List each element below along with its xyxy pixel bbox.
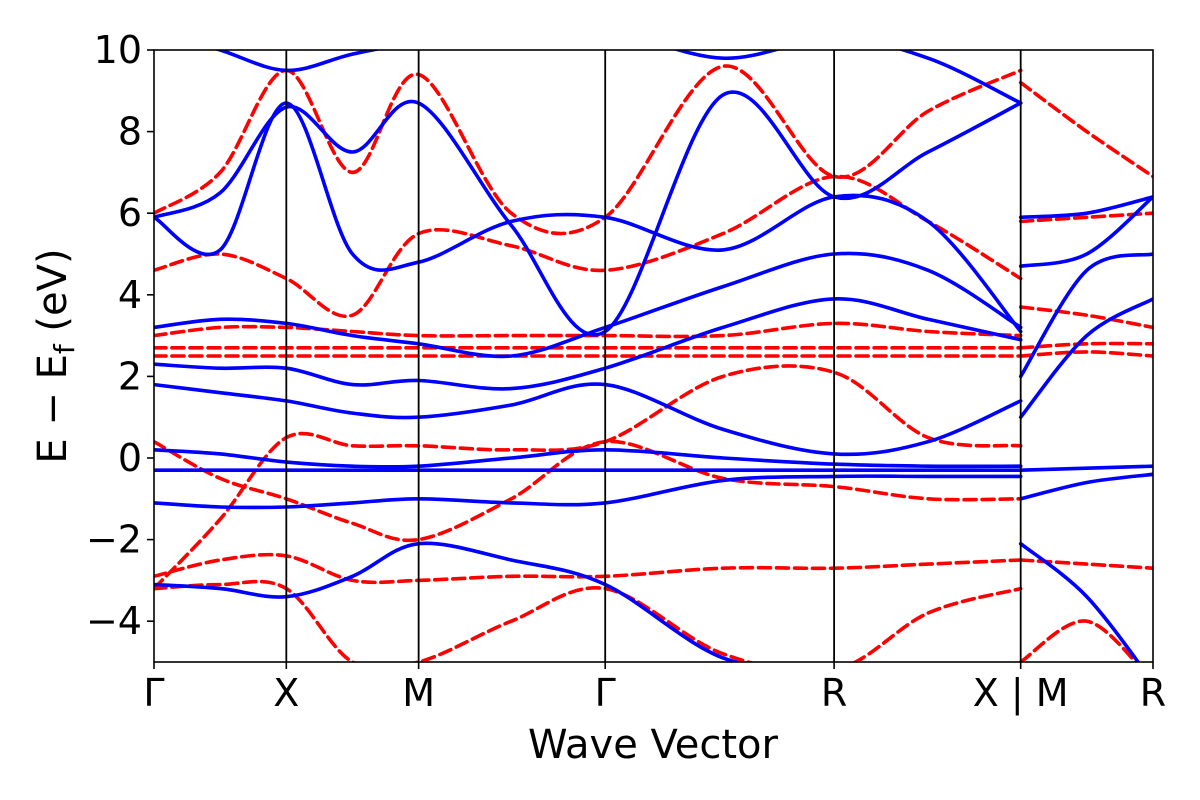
solid-band-26	[1018, 464, 1153, 472]
x-tick-label-1: X	[273, 671, 299, 715]
solid-band-32	[1018, 541, 1141, 662]
dashed-band-10	[1018, 341, 1153, 350]
x-tick-label-0: Γ	[143, 671, 164, 715]
high-symmetry-lines	[285, 50, 1022, 662]
dashed-band-14	[1018, 558, 1153, 570]
y-tick-label-0: 10	[94, 28, 142, 72]
y-axis: 10 8 6 4 2 0 −2 −4	[86, 28, 154, 643]
x-axis-title: Wave Vector	[528, 722, 779, 768]
dashed-band-11	[1018, 305, 1153, 330]
solid-band-28	[1018, 297, 1153, 419]
y-tick-label-4: 2	[118, 354, 142, 398]
solid-band-16	[154, 541, 745, 662]
solid-band-30	[1018, 195, 1153, 268]
y-tick-label-6: −2	[86, 518, 142, 562]
y-axis-title-subscript: f	[48, 343, 81, 354]
y-tick-label-1: 8	[118, 110, 142, 154]
solid-band-17	[154, 474, 1023, 510]
solid-band-23	[154, 101, 1023, 334]
x-axis: Γ X M Γ R X | M R	[143, 662, 1166, 716]
dashed-band-7	[154, 364, 1023, 591]
dashed-band-8	[154, 579, 1023, 662]
dashed-band-9	[1018, 350, 1153, 358]
dashed-band-0	[154, 552, 1023, 585]
dashed-band-4	[154, 321, 1023, 339]
dashed-band-1	[154, 439, 1023, 543]
solid-band-22	[154, 251, 1023, 359]
y-axis-title-unit: (eV)	[30, 248, 76, 344]
x-tick-label-2: M	[402, 671, 435, 715]
solid-band-21	[154, 297, 1023, 391]
x-tick-label-6: R	[1140, 671, 1166, 715]
x-tick-label-4: R	[821, 671, 847, 715]
y-axis-title: E − Ef (eV)	[30, 248, 81, 463]
solid-band-31	[1018, 195, 1153, 220]
band-lines	[154, 50, 1153, 662]
solid-band-24	[154, 90, 1023, 337]
y-tick-label-7: −4	[86, 599, 142, 643]
y-tick-label-3: 4	[118, 273, 142, 317]
y-tick-label-5: 0	[118, 436, 142, 480]
dashed-band-6	[154, 64, 1023, 236]
solid-band-27	[1018, 472, 1153, 501]
solid-band-29	[1018, 252, 1153, 379]
solid-band-25	[214, 50, 1023, 105]
x-tick-label-3: Γ	[595, 671, 616, 715]
dashed-band-5	[154, 174, 1023, 319]
dashed-band-12	[1018, 211, 1153, 224]
dashed-band-13	[1018, 80, 1153, 179]
x-tick-label-5: X | M	[973, 671, 1069, 716]
y-tick-label-2: 6	[118, 191, 142, 235]
dashed-band-15	[1018, 619, 1138, 662]
y-axis-title-main: E − E	[30, 354, 76, 464]
solid-band-20	[154, 382, 1023, 457]
plot-frame	[153, 49, 1154, 663]
solid-band-19	[154, 448, 1023, 469]
